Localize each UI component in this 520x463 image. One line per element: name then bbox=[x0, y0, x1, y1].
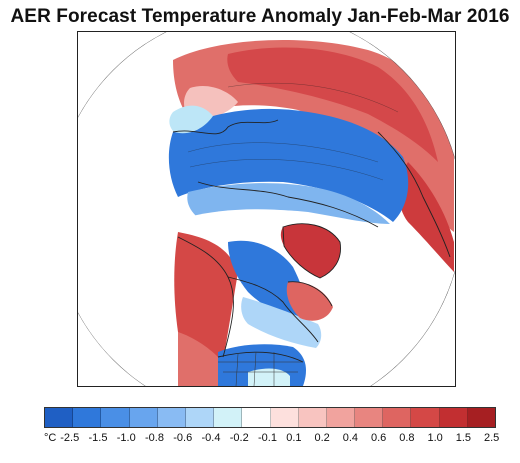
region-canada-light bbox=[241, 297, 322, 348]
colorbar bbox=[44, 407, 496, 428]
region-greenland-warm bbox=[280, 223, 341, 278]
colorbar-tick-label: -0.4 bbox=[201, 432, 221, 444]
region-europe-warm-core bbox=[227, 47, 438, 162]
colorbar-swatch bbox=[298, 408, 327, 427]
colorbar-unit: °C bbox=[44, 432, 57, 444]
colorbar-tick-label: -1.0 bbox=[116, 432, 136, 444]
colorbar-swatch bbox=[326, 408, 356, 427]
colorbar-swatch bbox=[467, 408, 495, 427]
region-siberia-cold bbox=[168, 108, 409, 222]
colorbar-tick-label: 0.4 bbox=[342, 432, 359, 444]
colorbar-swatch bbox=[411, 408, 440, 427]
region-usa-west-warm bbox=[178, 332, 218, 386]
colorbar-tick-label: 0.6 bbox=[371, 432, 387, 444]
colorbar-swatch bbox=[270, 408, 299, 427]
region-east-asia-warm bbox=[399, 162, 454, 272]
colorbar-swatch bbox=[439, 408, 468, 427]
colorbar-tick-label: -0.2 bbox=[229, 432, 249, 444]
map-title: AER Forecast Temperature Anomaly Jan-Feb… bbox=[10, 6, 510, 27]
polar-map-svg bbox=[78, 32, 455, 386]
colorbar-labels: -2.5 -1.5 -1.0 -0.8 -0.6 -0.4 -0.2 -0.1 0.1 0.2 0.… bbox=[0, 432, 520, 446]
colorbar-swatch bbox=[214, 408, 243, 427]
colorbar-tick-label: -0.8 bbox=[145, 432, 164, 444]
region-canada-cold bbox=[228, 240, 305, 322]
colorbar-swatch bbox=[242, 408, 271, 427]
coastlines bbox=[172, 119, 451, 363]
region-siberia-cold-light bbox=[169, 105, 213, 134]
colorbar-tick-label: 1.5 bbox=[455, 432, 472, 444]
colorbar-swatch bbox=[355, 408, 384, 427]
colorbar-swatch bbox=[185, 408, 215, 427]
colorbar-tick-label: -1.5 bbox=[88, 432, 108, 444]
colorbar-tick-label: 2.5 bbox=[484, 432, 500, 444]
contour-lines bbox=[187, 83, 399, 181]
colorbar-swatch bbox=[157, 408, 186, 427]
colorbar-tick-label: -0.6 bbox=[173, 432, 193, 444]
colorbar-swatch bbox=[45, 408, 74, 427]
colorbar-swatch bbox=[129, 408, 158, 427]
colorbar-tick-label: 0.2 bbox=[314, 432, 330, 444]
colorbar-tick-label: -0.1 bbox=[258, 432, 277, 444]
colorbar-tick-label: 1.0 bbox=[427, 432, 443, 444]
region-alaska-warm bbox=[174, 232, 238, 362]
colorbar-tick-label: -2.5 bbox=[60, 432, 80, 444]
colorbar-swatch bbox=[73, 408, 102, 427]
region-siberia-cold-edge bbox=[187, 183, 390, 224]
colorbar-swatch bbox=[101, 408, 130, 427]
region-hudson-warm bbox=[286, 281, 333, 321]
anomaly-map[interactable] bbox=[77, 31, 456, 387]
region-usa-south-neutral bbox=[248, 368, 290, 386]
state-borders bbox=[218, 351, 303, 386]
colorbar-swatch bbox=[383, 408, 412, 427]
colorbar-tick-label: 0.1 bbox=[286, 432, 302, 444]
colorbar-tick-label: 0.8 bbox=[399, 432, 415, 444]
